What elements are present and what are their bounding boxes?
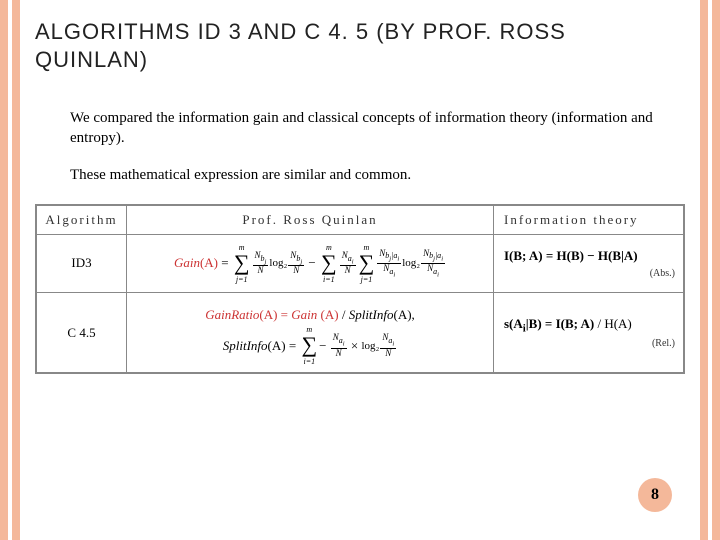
cell-c45-formula: GainRatio(A) = Gain (A) / SplitInfo(A), … (127, 293, 494, 373)
cell-c45-info: s(Ai|B) = I(B; A) / H(A) (Rel.) (494, 293, 684, 373)
log2-label: log₂ (361, 340, 379, 352)
cell-id3-label: ID3 (37, 234, 127, 293)
log2-label: log₂ (269, 257, 287, 269)
sigma-icon: m∑i=1 (321, 252, 337, 275)
abs-tag: (Abs.) (504, 268, 675, 279)
sigma-icon: m∑i=1 (301, 334, 317, 357)
slide-title: ALGORITHMS ID 3 AND C 4. 5 (BY PROF. ROS… (35, 18, 685, 73)
comparison-table: Algorithm Prof. Ross Quinlan Information… (35, 204, 685, 375)
paragraph-1: We compared the information gain and cla… (70, 109, 685, 148)
cell-id3-formula: Gain(A) = m∑j=1 NbjN log₂ NbjN − m∑i=1 N… (127, 234, 494, 293)
slide-content: ALGORITHMS ID 3 AND C 4. 5 (BY PROF. ROS… (35, 18, 685, 374)
right-stripe-gap (708, 0, 712, 540)
left-stripe-outer (0, 0, 8, 540)
table-row: ID3 Gain(A) = m∑j=1 NbjN log₂ NbjN − m∑i… (37, 234, 684, 293)
cell-c45-label: C 4.5 (37, 293, 127, 373)
rel-tag: (Rel.) (504, 338, 675, 349)
cell-id3-info: I(B; A) = H(B) − H(B|A) (Abs.) (494, 234, 684, 293)
paragraph-2: These mathematical expression are simila… (70, 166, 685, 186)
table-header-row: Algorithm Prof. Ross Quinlan Information… (37, 205, 684, 234)
gain-label: Gain (174, 255, 200, 271)
info-rel-formula: s(Ai|B) = I(B; A) / H(A) (504, 316, 632, 331)
left-stripe-inner (12, 0, 20, 540)
splitinfo-label: SplitInfo (349, 307, 394, 323)
log2-label: log₂ (402, 257, 420, 269)
sigma-icon: m∑j=1 (359, 252, 375, 275)
splitinfo-label: SplitInfo (223, 338, 268, 354)
header-quinlan: Prof. Ross Quinlan (127, 205, 494, 234)
page-number-badge: 8 (638, 478, 672, 512)
header-info-theory: Information theory (494, 205, 684, 234)
gainratio-label: GainRatio (205, 307, 259, 323)
table-row: C 4.5 GainRatio(A) = Gain (A) / SplitInf… (37, 293, 684, 373)
right-stripe-inner (700, 0, 708, 540)
info-abs-formula: I(B; A) = H(B) − H(B|A) (504, 248, 638, 263)
header-algorithm: Algorithm (37, 205, 127, 234)
right-stripe-outer (712, 0, 720, 540)
sigma-icon: m∑j=1 (234, 252, 250, 275)
